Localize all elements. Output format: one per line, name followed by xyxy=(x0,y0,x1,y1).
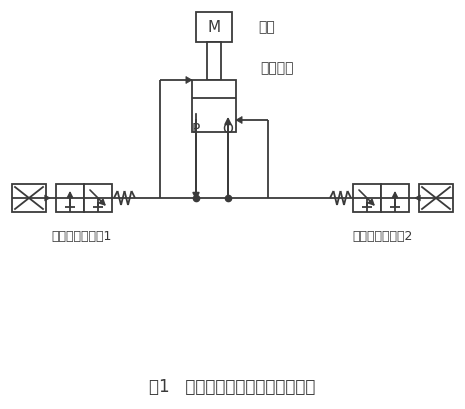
Bar xyxy=(84,184,112,212)
Bar xyxy=(419,184,453,212)
Polygon shape xyxy=(236,117,242,124)
Bar xyxy=(196,12,232,42)
Text: 电液比例换向阀1: 电液比例换向阀1 xyxy=(52,229,112,243)
Bar xyxy=(192,80,236,132)
Polygon shape xyxy=(45,195,50,201)
Polygon shape xyxy=(186,76,192,83)
Bar xyxy=(207,42,221,80)
Bar xyxy=(353,184,381,212)
Text: P: P xyxy=(192,122,200,136)
Text: 电液比例换向阀2: 电液比例换向阀2 xyxy=(353,229,413,243)
Polygon shape xyxy=(415,195,420,201)
Text: 图1   电液比例换向阀基本工作回路: 图1 电液比例换向阀基本工作回路 xyxy=(149,378,315,396)
Text: O: O xyxy=(223,122,233,136)
Text: M: M xyxy=(207,20,220,34)
Bar xyxy=(12,184,46,212)
Text: 负载: 负载 xyxy=(258,20,275,34)
Text: 液压支架: 液压支架 xyxy=(260,62,293,76)
Bar xyxy=(56,184,84,212)
Bar xyxy=(381,184,409,212)
